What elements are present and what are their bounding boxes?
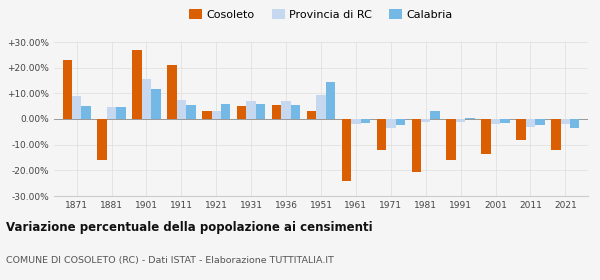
Bar xyxy=(291,105,300,119)
Bar xyxy=(535,119,545,125)
Bar xyxy=(316,95,326,119)
Bar xyxy=(326,82,335,119)
Bar xyxy=(412,119,421,172)
Bar xyxy=(446,119,456,160)
Bar xyxy=(281,101,291,119)
Bar xyxy=(167,65,176,119)
Text: Variazione percentuale della popolazione ai censimenti: Variazione percentuale della popolazione… xyxy=(6,221,373,234)
Bar xyxy=(491,119,500,124)
Bar xyxy=(82,106,91,119)
Bar xyxy=(500,119,509,123)
Bar xyxy=(62,60,72,119)
Bar xyxy=(247,101,256,119)
Bar xyxy=(256,104,265,119)
Text: COMUNE DI COSOLETO (RC) - Dati ISTAT - Elaborazione TUTTITALIA.IT: COMUNE DI COSOLETO (RC) - Dati ISTAT - E… xyxy=(6,256,334,265)
Bar xyxy=(237,106,247,119)
Bar xyxy=(456,119,466,122)
Bar xyxy=(395,119,405,125)
Bar xyxy=(307,111,316,119)
Bar xyxy=(176,100,186,119)
Bar xyxy=(570,119,580,128)
Bar xyxy=(151,90,161,119)
Bar xyxy=(430,111,440,119)
Bar xyxy=(107,108,116,119)
Bar xyxy=(142,79,151,119)
Bar xyxy=(212,111,221,119)
Bar xyxy=(481,119,491,154)
Bar xyxy=(351,119,361,124)
Bar xyxy=(361,119,370,123)
Bar xyxy=(421,119,430,122)
Bar xyxy=(133,50,142,119)
Bar xyxy=(116,108,126,119)
Bar xyxy=(72,96,82,119)
Bar xyxy=(560,119,570,124)
Bar xyxy=(526,119,535,127)
Bar xyxy=(221,104,230,119)
Bar xyxy=(342,119,351,181)
Bar xyxy=(386,119,395,128)
Bar xyxy=(551,119,560,150)
Bar xyxy=(377,119,386,150)
Legend: Cosoleto, Provincia di RC, Calabria: Cosoleto, Provincia di RC, Calabria xyxy=(185,4,457,24)
Bar xyxy=(186,105,196,119)
Bar xyxy=(202,111,212,119)
Bar xyxy=(466,118,475,119)
Bar xyxy=(272,105,281,119)
Bar xyxy=(97,119,107,160)
Bar xyxy=(516,119,526,139)
